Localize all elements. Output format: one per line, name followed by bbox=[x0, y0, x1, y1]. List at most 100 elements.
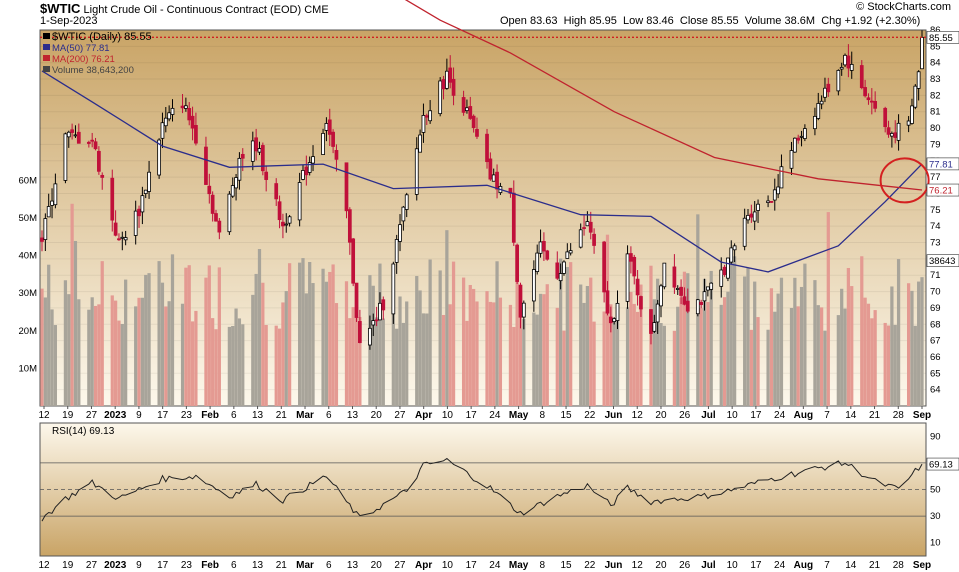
candle-body bbox=[90, 139, 95, 142]
volume-bar bbox=[311, 283, 315, 406]
volume-bar bbox=[729, 257, 733, 406]
candle-body bbox=[709, 282, 714, 290]
volume-bar bbox=[140, 297, 145, 406]
candle-body bbox=[625, 253, 630, 302]
volume-bar bbox=[328, 271, 332, 406]
rsi-x-tick-label: Sep bbox=[913, 560, 931, 571]
volume-tick-label: 40M bbox=[19, 251, 38, 262]
rsi-x-tick-label: 21 bbox=[869, 560, 881, 571]
volume-bar bbox=[659, 323, 663, 406]
candle-body bbox=[558, 273, 563, 282]
volume-bar bbox=[672, 330, 677, 406]
volume-bar bbox=[418, 290, 422, 406]
volume-bar bbox=[137, 297, 141, 406]
candle-body bbox=[398, 224, 402, 242]
candle-body bbox=[204, 146, 208, 185]
candle-body bbox=[194, 125, 198, 144]
volume-bar bbox=[237, 318, 242, 406]
volume-bar bbox=[167, 301, 171, 406]
candle-body bbox=[582, 227, 586, 229]
candle-body bbox=[113, 222, 118, 236]
volume-bar bbox=[301, 258, 305, 406]
candle-body bbox=[100, 174, 105, 178]
volume-bar bbox=[873, 310, 877, 406]
candle-body bbox=[284, 223, 289, 226]
candle-body bbox=[766, 200, 770, 203]
volume-bar bbox=[47, 264, 51, 406]
volume-bar bbox=[843, 308, 847, 406]
volume-bar bbox=[67, 294, 71, 406]
candle-body bbox=[414, 148, 419, 195]
volume-bar bbox=[512, 326, 516, 406]
volume-bar bbox=[492, 302, 496, 406]
price-x-tick-label: 27 bbox=[86, 410, 98, 421]
candle-body bbox=[789, 150, 794, 169]
volume-bar bbox=[819, 307, 824, 406]
candle-body bbox=[910, 105, 914, 124]
price-x-tick-label: 12 bbox=[632, 410, 644, 421]
candle-body bbox=[535, 252, 540, 272]
candle-body bbox=[475, 129, 479, 137]
candle-body bbox=[327, 119, 332, 135]
candle-body bbox=[843, 54, 847, 66]
volume-bar bbox=[184, 267, 188, 406]
candle-body bbox=[578, 229, 583, 248]
price-x-tick-label: 7 bbox=[824, 410, 830, 421]
candle-body bbox=[585, 221, 590, 227]
candle-body bbox=[264, 171, 269, 180]
candle-body bbox=[230, 185, 235, 197]
candle-body bbox=[421, 115, 426, 133]
candle-body bbox=[468, 106, 473, 119]
candle-body bbox=[538, 241, 543, 254]
volume-bar bbox=[401, 322, 405, 406]
candle-body bbox=[562, 261, 566, 274]
volume-bar bbox=[766, 329, 770, 406]
candle-body bbox=[652, 322, 657, 332]
candle-body bbox=[311, 156, 315, 164]
candle-body bbox=[799, 135, 804, 138]
candle-body bbox=[555, 262, 560, 279]
price-x-tick-label: Jun bbox=[605, 410, 623, 421]
volume-bar bbox=[592, 321, 596, 406]
volume-bar bbox=[870, 318, 874, 406]
volume-bar bbox=[779, 277, 784, 406]
candle-body bbox=[234, 177, 238, 189]
candle-body bbox=[920, 36, 924, 70]
candle-body bbox=[839, 66, 844, 70]
candle-body bbox=[726, 257, 730, 279]
legend-volume: Volume 38,643,200 bbox=[52, 65, 134, 76]
candle-body bbox=[46, 206, 51, 218]
volume-bar bbox=[344, 281, 349, 406]
candle-body bbox=[441, 79, 446, 90]
price-x-tick-label: 17 bbox=[466, 410, 478, 421]
volume-bar bbox=[656, 278, 660, 406]
volume-bar bbox=[170, 254, 175, 406]
volume-bar bbox=[468, 284, 472, 406]
legend-rsi: RSI(14) 69.13 bbox=[52, 426, 115, 437]
candle-body bbox=[615, 302, 620, 321]
price-tick-label: 77 bbox=[930, 172, 941, 183]
price-x-tick-label: Aug bbox=[794, 410, 813, 421]
candle-body bbox=[890, 133, 894, 137]
volume-bar bbox=[796, 306, 800, 406]
volume-bar bbox=[793, 277, 797, 406]
candle-body bbox=[418, 134, 422, 153]
rsi-x-tick-label: 17 bbox=[157, 560, 169, 571]
price-tick-label: 83 bbox=[930, 74, 941, 85]
volume-bar bbox=[488, 301, 492, 406]
volume-bar bbox=[803, 263, 807, 406]
price-x-tick-label: 21 bbox=[869, 410, 881, 421]
rsi-x-tick-label: 10 bbox=[727, 560, 739, 571]
volume-bar bbox=[893, 324, 897, 406]
volume-bar bbox=[180, 303, 185, 406]
candle-body bbox=[792, 137, 797, 153]
description-label: Light Crude Oil - Continuous Contract (E… bbox=[83, 4, 302, 16]
volume-bar bbox=[465, 320, 469, 406]
candle-body bbox=[886, 127, 891, 135]
volume-bar bbox=[445, 230, 449, 406]
volume-bar bbox=[753, 281, 757, 406]
candle-body bbox=[588, 221, 593, 233]
volume-bar bbox=[890, 286, 894, 406]
rsi-x-tick-label: 12 bbox=[632, 560, 644, 571]
volume-bar bbox=[374, 317, 379, 406]
